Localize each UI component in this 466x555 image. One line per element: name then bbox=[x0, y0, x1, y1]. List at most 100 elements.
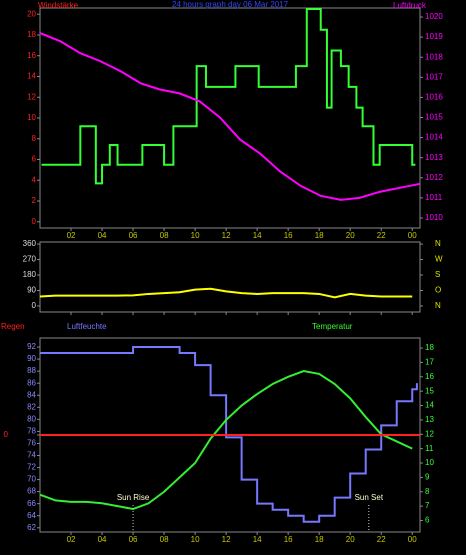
y-tick-label: 80 bbox=[27, 414, 36, 423]
y-tick-label: 84 bbox=[27, 390, 36, 399]
y-axis-label: Luftfeuchte bbox=[67, 322, 107, 331]
x-tick-label: 12 bbox=[222, 535, 231, 544]
x-tick-label: 16 bbox=[284, 231, 293, 240]
y-tick-label: 16 bbox=[425, 372, 434, 381]
y-tick-label: 1015 bbox=[425, 113, 443, 122]
y-tick-label: 20 bbox=[27, 9, 36, 18]
x-tick-label: 10 bbox=[191, 231, 200, 240]
y-tick-label: 1013 bbox=[425, 153, 443, 162]
y-tick-label: 66 bbox=[27, 499, 36, 508]
y-tick-label: 10 bbox=[425, 458, 434, 467]
y-tick-label: 64 bbox=[27, 511, 36, 520]
y-tick-label: W bbox=[435, 255, 443, 264]
y-tick-label: 88 bbox=[27, 366, 36, 375]
x-tick-label: 04 bbox=[98, 231, 107, 240]
y-tick-label: 1014 bbox=[425, 133, 443, 142]
y-tick-label: 90 bbox=[27, 286, 36, 295]
y-tick-label: 8 bbox=[32, 134, 37, 143]
x-tick-label: 02 bbox=[67, 231, 76, 240]
y-tick-label: 2 bbox=[32, 196, 37, 205]
y-tick-label: 11 bbox=[425, 444, 434, 453]
y-tick-label: N bbox=[435, 301, 441, 310]
y-tick-label: 12 bbox=[27, 92, 36, 101]
y-tick-label: S bbox=[435, 270, 440, 279]
y-tick-label: 6 bbox=[425, 516, 430, 525]
y-tick-label: N bbox=[435, 239, 441, 248]
y-tick-label: 1010 bbox=[425, 213, 443, 222]
y-tick-label: 74 bbox=[27, 451, 36, 460]
y-tick-label: 86 bbox=[27, 378, 36, 387]
y-tick-label: 90 bbox=[27, 354, 36, 363]
y-tick-label: 180 bbox=[23, 270, 37, 279]
x-tick-label: 08 bbox=[160, 231, 169, 240]
y-tick-label: 62 bbox=[27, 523, 36, 532]
y-tick-label: 1018 bbox=[425, 52, 443, 61]
x-tick-label: 14 bbox=[253, 535, 262, 544]
y2-axis-label: Luftdruck bbox=[393, 1, 427, 10]
x-tick-label: 20 bbox=[346, 535, 355, 544]
y-tick-label: 78 bbox=[27, 426, 36, 435]
x-tick-label: 20 bbox=[346, 231, 355, 240]
x-tick-label: 22 bbox=[377, 535, 386, 544]
y-tick-label: 13 bbox=[425, 415, 434, 424]
x-tick-label: 06 bbox=[129, 231, 138, 240]
x-tick-label: 00 bbox=[408, 231, 417, 240]
x-tick-label: 02 bbox=[67, 535, 76, 544]
series-line bbox=[41, 8, 416, 185]
y-tick-label: 14 bbox=[27, 72, 36, 81]
y-tick-label: O bbox=[435, 286, 441, 295]
y-tick-label: 10 bbox=[27, 113, 36, 122]
y-tick-label: 0 bbox=[32, 301, 37, 310]
y-tick-label: 270 bbox=[23, 255, 37, 264]
y-tick-label: 1011 bbox=[425, 193, 443, 202]
y-tick-label: 6 bbox=[32, 155, 37, 164]
series-line bbox=[39, 370, 413, 511]
y-tick-label: 4 bbox=[32, 175, 37, 184]
y-tick-label: 9 bbox=[425, 473, 430, 482]
y-tick-label: 15 bbox=[425, 386, 434, 395]
y-tick-label: 82 bbox=[27, 402, 36, 411]
y-tick-label: 8 bbox=[425, 487, 430, 496]
x-tick-label: 12 bbox=[222, 231, 231, 240]
y-tick-label: 76 bbox=[27, 439, 36, 448]
x-tick-label: 18 bbox=[315, 535, 324, 544]
y-tick-label: 1016 bbox=[425, 93, 443, 102]
y-tick-label: 1012 bbox=[425, 173, 443, 182]
x-tick-label: 08 bbox=[160, 535, 169, 544]
chart-title: 24 hours graph day 06 Mar 2017 bbox=[172, 0, 289, 9]
plot-frame bbox=[39, 241, 421, 313]
y-axis-label: Windstärke bbox=[38, 1, 79, 10]
x-tick-label: 14 bbox=[253, 231, 262, 240]
y-tick-label: 1020 bbox=[425, 12, 443, 21]
y-tick-label: 360 bbox=[23, 239, 37, 248]
annotation: Sun Rise bbox=[117, 493, 150, 502]
y-tick-label: 16 bbox=[27, 51, 36, 60]
y-tick-label: 0 bbox=[4, 430, 9, 439]
y-tick-label: 18 bbox=[27, 30, 36, 39]
annotation: Sun Set bbox=[355, 493, 384, 502]
y-tick-label: 72 bbox=[27, 463, 36, 472]
series-line bbox=[39, 287, 413, 299]
y-tick-label: 14 bbox=[425, 401, 434, 410]
y2-axis-label: Temperatur bbox=[312, 322, 353, 331]
y-tick-label: 68 bbox=[27, 487, 36, 496]
x-tick-label: 16 bbox=[284, 535, 293, 544]
y-tick-label: 1019 bbox=[425, 32, 443, 41]
x-tick-label: 04 bbox=[98, 535, 107, 544]
x-tick-label: 22 bbox=[377, 231, 386, 240]
x-tick-label: 00 bbox=[408, 535, 417, 544]
y-tick-label: 12 bbox=[425, 429, 434, 438]
y-tick-label: 1017 bbox=[425, 72, 443, 81]
y-tick-label: 18 bbox=[425, 343, 434, 352]
x-tick-label: 18 bbox=[315, 231, 324, 240]
x-tick-label: 06 bbox=[129, 535, 138, 544]
y-tick-label: 92 bbox=[27, 342, 36, 351]
y-tick-label: 7 bbox=[425, 501, 430, 510]
x-tick-label: 10 bbox=[191, 535, 200, 544]
y-tick-label: 17 bbox=[425, 358, 434, 367]
y-tick-label: 0 bbox=[32, 217, 37, 226]
y-tick-label: 70 bbox=[27, 475, 36, 484]
series-line bbox=[39, 32, 421, 201]
y3-axis-label: Regen bbox=[1, 322, 25, 331]
